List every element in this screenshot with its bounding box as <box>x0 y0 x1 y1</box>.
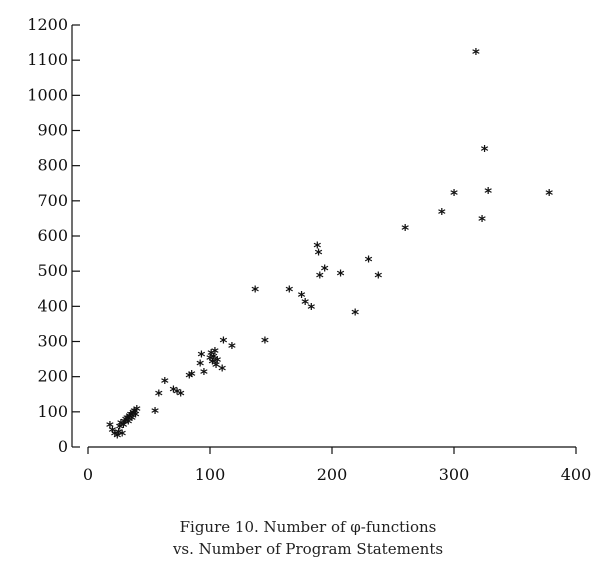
data-point: * <box>206 351 214 369</box>
data-point: * <box>133 402 141 420</box>
data-point: * <box>351 305 359 323</box>
data-point: * <box>173 384 181 402</box>
data-point: * <box>438 205 446 223</box>
y-tick-label: 1100 <box>27 50 68 69</box>
data-points: ******************** *** *****************… <box>106 45 553 446</box>
x-tick-label: 0 <box>83 465 93 484</box>
data-point: * <box>209 355 217 373</box>
y-tick-label: 600 <box>37 226 68 245</box>
y-tick-label: 1200 <box>27 15 68 34</box>
x-axis-ticks: 0 100 200 300 400 <box>83 447 591 484</box>
data-point: * <box>285 283 293 301</box>
data-point: * <box>200 365 208 383</box>
data-point: * <box>127 407 135 425</box>
data-point: * <box>128 411 136 429</box>
y-tick-label: 700 <box>37 191 68 210</box>
data-point: * <box>210 349 218 367</box>
y-tick-label: 900 <box>37 121 68 140</box>
data-point: * <box>121 414 129 432</box>
data-point: * <box>228 339 236 357</box>
data-point: * <box>321 261 329 279</box>
data-point: * <box>130 404 138 422</box>
data-point: * <box>472 45 480 63</box>
data-point: * <box>123 411 131 429</box>
y-tick-label: 200 <box>37 367 68 386</box>
data-point: * <box>119 418 127 436</box>
x-tick-label: 400 <box>561 465 592 484</box>
data-point: * <box>126 409 134 427</box>
data-point: * <box>261 334 269 352</box>
data-point: * <box>478 212 486 230</box>
data-point: * <box>129 406 137 424</box>
data-point: * <box>132 407 140 425</box>
axes <box>71 25 576 448</box>
y-axis-ticks: 0 100 200 300 400 500 600 700 800 900 1000 1100 1200 <box>27 15 80 456</box>
y-tick-label: 800 <box>37 156 68 175</box>
data-point: * <box>116 420 124 438</box>
data-point: * <box>106 418 114 436</box>
figure-caption-line-2: vs. Number of Program Statements <box>172 540 444 558</box>
data-point: * <box>185 369 193 387</box>
data-point: * <box>111 427 119 445</box>
data-point: * <box>151 404 159 422</box>
data-point: * <box>218 362 226 380</box>
data-point: * <box>169 383 177 401</box>
data-point: * <box>298 288 306 306</box>
data-point: * <box>122 413 130 431</box>
data-point: * <box>545 186 553 204</box>
x-tick-label: 200 <box>317 465 348 484</box>
data-point: * <box>207 346 215 364</box>
data-point: * <box>177 386 185 404</box>
data-point: * <box>188 367 196 385</box>
y-tick-label: 300 <box>37 332 68 351</box>
data-point: * <box>117 416 125 434</box>
x-tick-label: 100 <box>195 465 226 484</box>
data-point: * <box>307 300 315 318</box>
data-point: * <box>374 268 382 286</box>
data-point: * <box>401 221 409 239</box>
data-point: * <box>219 334 227 352</box>
y-tick-label: 400 <box>37 296 68 315</box>
y-tick-label: 100 <box>37 402 68 421</box>
data-point: * <box>196 356 204 374</box>
data-point: * <box>313 239 321 257</box>
data-point: * <box>115 425 123 443</box>
y-tick-label: 0 <box>58 437 68 456</box>
data-point: * <box>316 268 324 286</box>
data-point: * <box>212 358 220 376</box>
data-point: * <box>481 142 489 160</box>
data-point: * <box>155 386 163 404</box>
data-point: * <box>337 267 345 285</box>
data-point: * <box>301 295 309 313</box>
data-point: * <box>365 253 373 271</box>
data-point: * <box>198 348 206 366</box>
y-tick-label: 1000 <box>27 85 68 104</box>
scatter-plot: 0100200300400500600700800900100011001200… <box>27 15 591 484</box>
data-point: * <box>118 427 126 445</box>
data-point: * <box>251 283 259 301</box>
data-point: * <box>315 246 323 264</box>
data-point: * <box>108 423 116 441</box>
y-tick-label: 500 <box>37 261 68 280</box>
data-point: * <box>211 344 219 362</box>
data-point: * <box>484 184 492 202</box>
x-tick-label: 300 <box>439 465 470 484</box>
data-point: * <box>213 353 221 371</box>
data-point: * <box>161 374 169 392</box>
figure-caption-line-1: Figure 10. Number of φ-functions <box>179 518 437 536</box>
data-point: * <box>113 428 121 446</box>
data-point: * <box>124 414 132 432</box>
data-point: * <box>450 186 458 204</box>
